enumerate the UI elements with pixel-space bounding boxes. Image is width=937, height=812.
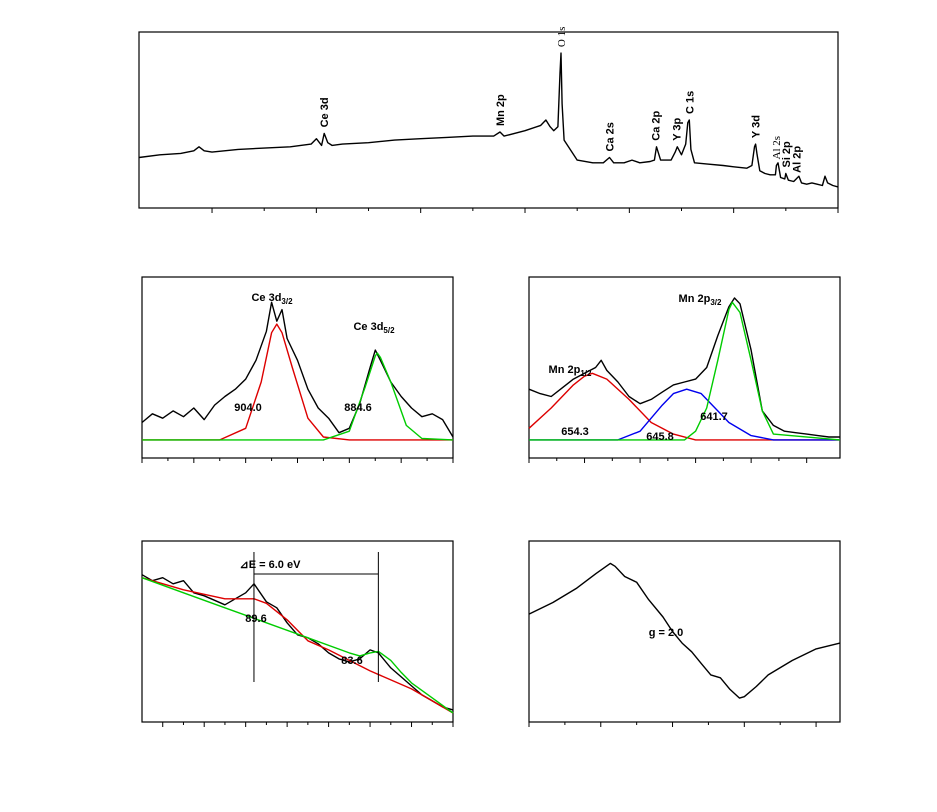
series-line xyxy=(142,352,454,441)
series-line xyxy=(138,52,839,188)
plot-frame xyxy=(138,31,839,209)
peak-label: ⊿E = 6.0 eV xyxy=(240,559,302,571)
series-line xyxy=(528,372,840,441)
peak-label: Mn 2p xyxy=(495,94,507,126)
peak-label: C 1s xyxy=(684,91,696,114)
peak-label-sub: 3/2 xyxy=(710,298,722,307)
series-line xyxy=(529,388,840,441)
plot-frame xyxy=(141,276,454,459)
peak-label: Ca 2s xyxy=(605,122,617,151)
peak-label-main: Ce 3d xyxy=(353,321,383,333)
peak-label: 654.3 xyxy=(561,426,589,438)
peak-label: g = 2.0 xyxy=(649,627,684,639)
series-line xyxy=(141,577,454,714)
peak-label-sub: 5/2 xyxy=(383,326,395,335)
series-line xyxy=(142,323,453,441)
series-line xyxy=(528,297,840,438)
plot-frame xyxy=(528,276,841,459)
peak-label: 884.6 xyxy=(344,402,372,414)
series-line xyxy=(528,562,841,699)
peak-label: Y 3d xyxy=(751,115,763,138)
peak-label: Al 2p xyxy=(791,146,803,173)
series-line xyxy=(529,301,841,441)
peak-label-main: Ce 3d xyxy=(251,292,281,304)
peak-label-sub: 1/2 xyxy=(580,369,592,378)
peak-label: 83.6 xyxy=(341,655,362,667)
peak-label: O 1s xyxy=(556,27,568,47)
plot-frame xyxy=(528,540,841,723)
series-line xyxy=(141,577,454,714)
peak-label: Mn 2p1/2 xyxy=(549,364,592,378)
series-line xyxy=(141,574,454,711)
peak-label: 89.6 xyxy=(245,613,266,625)
peak-label-main: Mn 2p xyxy=(549,364,581,376)
peak-label: Si 2p xyxy=(781,141,793,168)
peak-label: 641.7 xyxy=(700,411,728,423)
peak-label: Al 2s xyxy=(771,136,783,160)
peak-label: Y 3p xyxy=(671,117,683,140)
peak-label: Mn 2p3/2 xyxy=(679,293,722,307)
peak-label: Ce 3d xyxy=(319,97,331,127)
peak-label-main: Mn 2p xyxy=(679,293,711,305)
peak-label: 645.8 xyxy=(646,431,674,443)
peak-label: Ce 3d5/2 xyxy=(353,321,395,335)
peak-label-sub: 3/2 xyxy=(281,297,293,306)
series-line xyxy=(141,301,454,438)
peak-label: Ce 3d3/2 xyxy=(251,292,293,306)
plot-frame xyxy=(141,540,454,723)
peak-label: Ca 2p xyxy=(650,111,662,141)
peak-label: 904.0 xyxy=(234,402,262,414)
